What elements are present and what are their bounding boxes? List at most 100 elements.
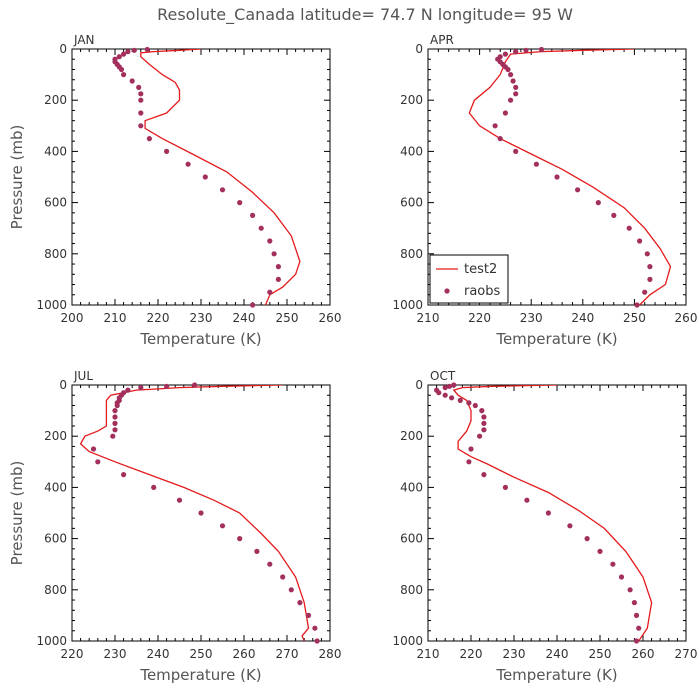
obs-point bbox=[597, 548, 603, 555]
obs-point bbox=[633, 638, 640, 644]
obs-point bbox=[136, 84, 142, 90]
obs-point bbox=[481, 472, 487, 478]
obs-point bbox=[198, 510, 204, 516]
obs-point bbox=[185, 161, 191, 167]
obs-point bbox=[633, 612, 640, 619]
plot-frame bbox=[71, 48, 331, 306]
obs-point bbox=[110, 433, 116, 439]
panel-oct: 210 220 230 240 250 260 270 0 200 400 600 800 1000 OC… bbox=[392, 369, 697, 684]
obs-point bbox=[258, 225, 264, 231]
obs-point bbox=[631, 600, 638, 606]
obs-point bbox=[267, 238, 273, 244]
x-tick-label: 230 bbox=[503, 647, 526, 661]
obs-point bbox=[121, 72, 127, 78]
obs-point bbox=[125, 49, 131, 55]
model-profile-line bbox=[140, 49, 301, 305]
obs-point bbox=[636, 625, 642, 631]
obs-point bbox=[533, 161, 540, 167]
y-tick-label: 800 bbox=[44, 247, 67, 261]
obs-point bbox=[626, 225, 632, 231]
obs-point bbox=[116, 54, 122, 60]
obs-point bbox=[237, 200, 243, 206]
panel-jan: 200 210 220 230 240 250 260 0 200 400 600 800 1000 JA… bbox=[8, 33, 341, 348]
x-tick-label: 240 bbox=[147, 647, 170, 661]
obs-point bbox=[219, 523, 226, 529]
obs-point bbox=[305, 612, 312, 619]
panel-apr: 210 220 230 240 250 260 0 200 400 600 800 1000 APR Te… bbox=[392, 33, 697, 348]
x-tick-label: 220 bbox=[147, 311, 170, 325]
y-tick-label: 800 bbox=[400, 583, 423, 597]
obs-point bbox=[466, 400, 472, 406]
y-tick-label: 200 bbox=[44, 429, 67, 443]
obs-point bbox=[477, 433, 483, 439]
obs-point bbox=[595, 200, 601, 206]
obs-point bbox=[497, 136, 503, 142]
y-axis-label: Pressure (mb) bbox=[8, 125, 26, 230]
obs-point bbox=[523, 47, 529, 53]
obs-point bbox=[502, 51, 508, 57]
x-tick-label: 210 bbox=[104, 311, 127, 325]
y-tick-label: 400 bbox=[400, 144, 423, 158]
panel-label: JUL bbox=[73, 369, 93, 383]
obs-point bbox=[250, 302, 256, 308]
obs-point bbox=[138, 97, 144, 103]
y-tick-label: 400 bbox=[400, 480, 423, 494]
obs-point bbox=[250, 212, 256, 218]
obs-point bbox=[151, 484, 157, 490]
obs-point bbox=[457, 397, 463, 403]
obs-point bbox=[237, 536, 243, 542]
y-tick-label: 200 bbox=[400, 93, 423, 107]
x-tick-label: 200 bbox=[61, 311, 84, 325]
obs-point bbox=[90, 446, 97, 452]
obs-point bbox=[129, 78, 135, 84]
obs-point bbox=[637, 238, 643, 244]
obs-point bbox=[538, 46, 545, 53]
panel-label: JAN bbox=[73, 33, 95, 47]
x-tick-label: 270 bbox=[675, 647, 698, 661]
obs-point bbox=[575, 187, 581, 193]
obs-point bbox=[508, 97, 514, 103]
obs-point bbox=[442, 385, 448, 391]
obs-point bbox=[280, 574, 286, 580]
x-tick-label: 210 bbox=[417, 647, 440, 661]
obs-point bbox=[446, 383, 453, 389]
y-tick-label: 0 bbox=[59, 42, 67, 56]
obs-point bbox=[451, 382, 457, 388]
obs-point bbox=[267, 289, 273, 295]
x-tick-label: 280 bbox=[319, 647, 342, 661]
obs-point bbox=[164, 383, 170, 389]
x-tick-label: 220 bbox=[61, 647, 84, 661]
obs-point bbox=[442, 392, 448, 398]
y-tick-label: 0 bbox=[415, 42, 423, 56]
y-tick-label: 200 bbox=[400, 429, 423, 443]
x-tick-label: 230 bbox=[190, 311, 213, 325]
model-profile-line bbox=[452, 385, 653, 641]
x-tick-label: 230 bbox=[104, 647, 127, 661]
x-tick-label: 210 bbox=[417, 311, 440, 325]
obs-point bbox=[642, 289, 648, 295]
obs-point bbox=[254, 548, 260, 555]
y-tick-label: 800 bbox=[400, 247, 423, 261]
x-tick-label: 270 bbox=[276, 647, 299, 661]
obs-point bbox=[610, 561, 616, 567]
obs-point bbox=[121, 472, 127, 478]
obs-point bbox=[634, 302, 640, 308]
panel-jul: 220 230 240 250 260 270 280 0 200 400 600 800 1000 JU… bbox=[8, 369, 341, 684]
obs-point bbox=[513, 49, 519, 55]
y-tick-label: 0 bbox=[59, 378, 67, 392]
obs-point bbox=[219, 187, 226, 193]
x-tick-label: 250 bbox=[589, 647, 612, 661]
y-axis-label: Pressure (mb) bbox=[8, 461, 26, 566]
obs-point bbox=[267, 561, 273, 567]
obs-point bbox=[502, 484, 508, 490]
y-tick-label: 0 bbox=[415, 378, 423, 392]
obs-point bbox=[611, 212, 617, 218]
y-tick-label: 200 bbox=[44, 93, 67, 107]
obs-point bbox=[164, 148, 170, 154]
panels: 200 210 220 230 240 250 260 0 200 400 600 800 1000 JA… bbox=[8, 33, 697, 684]
obs-point bbox=[502, 110, 508, 116]
obs-point bbox=[647, 276, 653, 282]
x-tick-label: 260 bbox=[675, 311, 698, 325]
obs-point bbox=[297, 600, 303, 606]
y-tick-label: 1000 bbox=[392, 634, 423, 648]
